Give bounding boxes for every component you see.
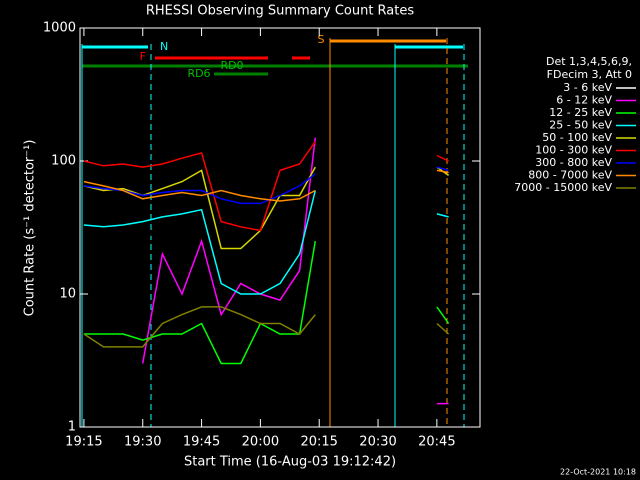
- legend-label: 7000 - 15000 keV: [514, 181, 612, 194]
- flag-label: N: [160, 40, 168, 53]
- y-axis-label: Count Rate (s⁻¹ detector⁻¹): [23, 140, 38, 317]
- y-tick-label: 10: [59, 287, 76, 302]
- flag-label: RD0: [220, 59, 243, 72]
- x-tick-label: 19:45: [183, 435, 220, 450]
- footer: 22-Oct-2021 10:18: [560, 468, 636, 477]
- series-line: [83, 169, 449, 202]
- legend-label: 12 - 25 keV: [549, 106, 612, 119]
- series-line: [83, 166, 449, 205]
- legend-label: 50 - 100 keV: [542, 131, 612, 144]
- legend-label: 25 - 50 keV: [549, 119, 612, 132]
- x-tick-label: 20:45: [418, 435, 455, 450]
- flag-label: F: [140, 50, 146, 63]
- x-tick-label: 20:00: [242, 435, 279, 450]
- y-tick-label: 1000: [43, 21, 76, 36]
- y-tick-label: 100: [51, 154, 76, 169]
- series-line: [83, 306, 450, 348]
- plot-frame: [79, 27, 481, 428]
- flags: [81, 38, 468, 427]
- legend-label: 6 - 12 keV: [556, 94, 612, 107]
- series-line: [141, 137, 449, 405]
- legend-title: Det 1,3,4,5,6,9,: [546, 55, 632, 68]
- x-tick-label: 19:15: [65, 435, 102, 450]
- y-tick-label: 1: [68, 420, 76, 435]
- series-line: [83, 141, 449, 232]
- x-tick-label: 20:15: [300, 435, 337, 450]
- chart-title: RHESSI Observing Summary Count Rates: [146, 4, 415, 19]
- x-axis-label: Start Time (16-Aug-03 19:12:42): [184, 455, 396, 470]
- legend-label: 800 - 7000 keV: [528, 169, 612, 182]
- series-line: [83, 240, 450, 365]
- series-line: [83, 166, 450, 250]
- flag-label: S: [318, 33, 325, 46]
- x-tick-label: 19:30: [124, 435, 161, 450]
- legend-title: FDecim 3, Att 0: [547, 68, 632, 81]
- legend-label: 300 - 800 keV: [535, 156, 612, 169]
- series-line: [83, 190, 449, 295]
- flag-label: RD6: [187, 67, 210, 80]
- x-tick-label: 20:30: [359, 435, 396, 450]
- legend-label: 100 - 300 keV: [535, 144, 612, 157]
- legend-label: 3 - 6 keV: [563, 81, 612, 94]
